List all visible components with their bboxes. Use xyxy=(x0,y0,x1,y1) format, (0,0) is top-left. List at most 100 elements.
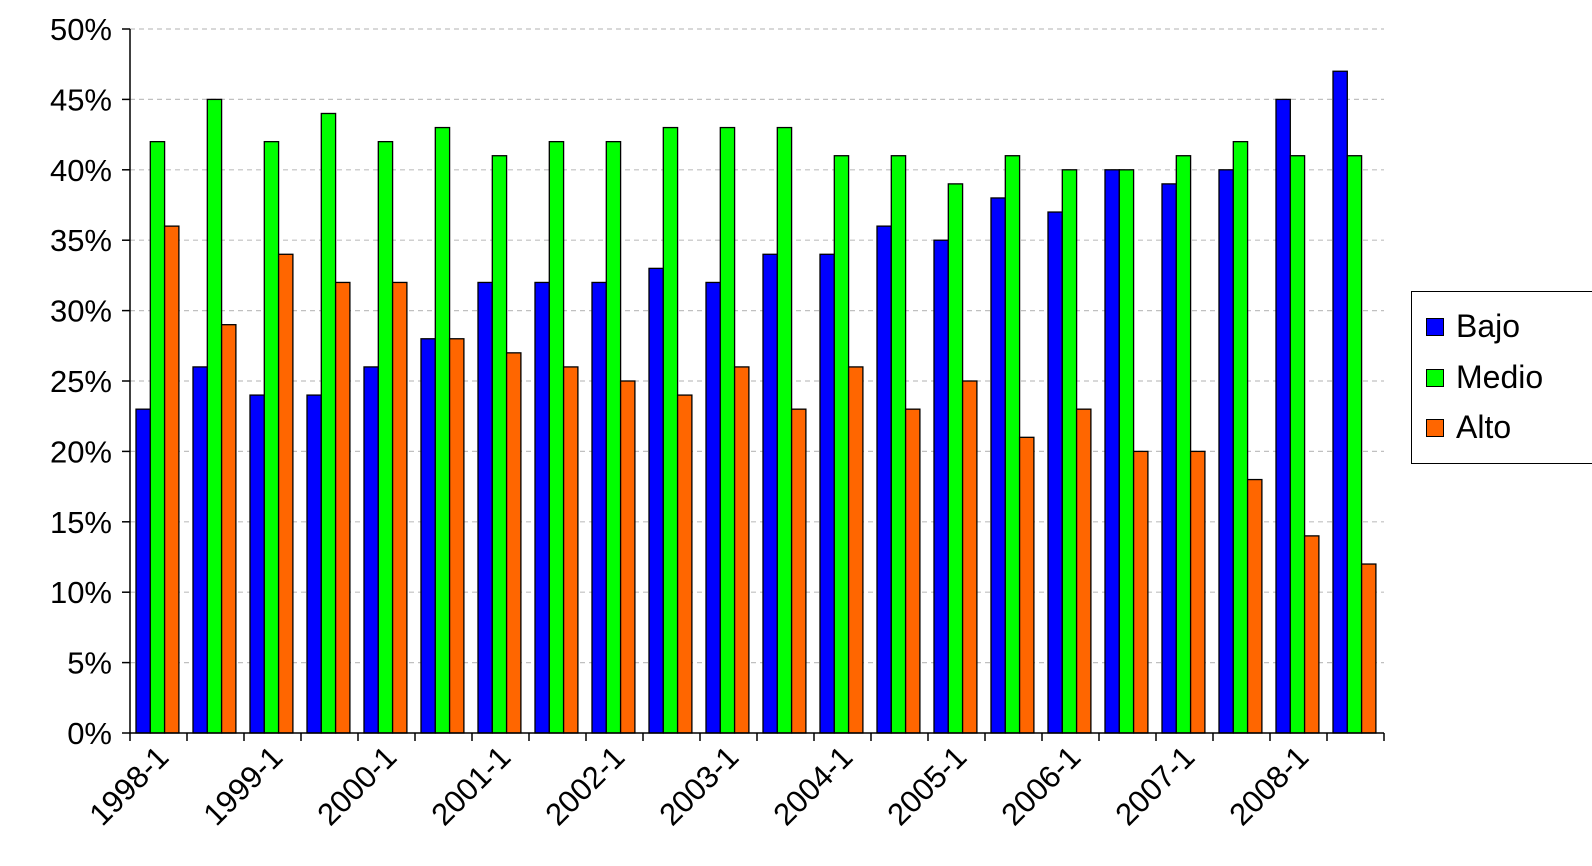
legend-item-alto: Alto xyxy=(1426,409,1511,446)
bar-alto-1998-1 xyxy=(163,225,180,734)
y-tick-label: 20% xyxy=(50,434,112,469)
bar-bajo-2008-2 xyxy=(1332,70,1348,734)
bar-medio-2002-2 xyxy=(662,126,679,734)
bar-alto-2008-2 xyxy=(1360,563,1377,734)
bar-medio-2008-2 xyxy=(1346,155,1363,734)
bar-bajo-2002-1 xyxy=(591,281,607,734)
bar-bajo-2005-1 xyxy=(933,239,949,734)
bar-bajo-2007-1 xyxy=(1161,183,1177,734)
bars xyxy=(135,70,1377,734)
bar-alto-2003-2 xyxy=(790,408,807,734)
x-tick-label: 2000-1 xyxy=(310,739,403,832)
bar-medio-2001-2 xyxy=(548,140,565,734)
x-tick-label: 2006-1 xyxy=(994,739,1087,832)
bar-medio-1998-2 xyxy=(206,98,223,734)
bar-bajo-2000-1 xyxy=(363,366,379,734)
bar-alto-2000-2 xyxy=(448,338,465,734)
y-tick-label: 15% xyxy=(50,505,112,540)
bar-medio-2005-1 xyxy=(947,183,964,734)
bar-medio-2000-1 xyxy=(377,140,394,734)
bar-alto-2003-1 xyxy=(733,366,750,734)
bar-bajo-1999-2 xyxy=(306,394,322,734)
bar-alto-2006-1 xyxy=(1075,408,1092,734)
legend-label-alto: Alto xyxy=(1456,409,1512,445)
legend-swatch-alto xyxy=(1426,418,1444,437)
y-tick-label: 40% xyxy=(50,153,112,188)
bar-medio-1999-2 xyxy=(320,112,337,734)
bar-medio-2001-1 xyxy=(491,155,508,734)
bar-medio-2006-1 xyxy=(1061,169,1078,734)
x-tick-label: 2002-1 xyxy=(538,739,631,832)
bar-bajo-2007-2 xyxy=(1218,169,1234,734)
bar-alto-1999-2 xyxy=(334,281,351,734)
bar-bajo-2003-2 xyxy=(762,253,778,734)
bar-bajo-2004-2 xyxy=(876,225,892,734)
bar-medio-2002-1 xyxy=(605,140,622,734)
x-tick-label: 2003-1 xyxy=(652,739,745,832)
bar-bajo-2001-1 xyxy=(477,281,493,734)
y-tick-label: 0% xyxy=(67,716,112,751)
y-tick-label: 5% xyxy=(67,646,112,681)
bar-alto-2005-1 xyxy=(961,380,978,734)
bar-medio-2007-1 xyxy=(1175,155,1192,734)
bar-alto-2004-2 xyxy=(904,408,921,734)
y-axis-tick-labels: 0% 5% 10% 15% 20% 25% 30% 35% 40% 45% 50% xyxy=(50,12,112,751)
x-axis-tick-labels: 1998-1 1999-1 2000-1 2001-1 2002-1 2003-1 2004… xyxy=(82,739,1315,832)
legend: Bajo Medio Alto xyxy=(1411,291,1592,464)
legend-item-bajo: Bajo xyxy=(1426,308,1520,345)
bar-alto-2006-2 xyxy=(1132,450,1149,734)
bar-alto-2001-1 xyxy=(505,352,522,734)
bar-medio-2006-2 xyxy=(1118,169,1135,734)
legend-label-medio: Medio xyxy=(1456,359,1544,395)
bar-medio-2005-2 xyxy=(1004,155,1021,734)
bar-bajo-2005-2 xyxy=(990,197,1006,734)
bar-alto-2002-1 xyxy=(619,380,636,734)
x-tick-label: 1999-1 xyxy=(196,739,289,832)
x-tick-label: 2005-1 xyxy=(880,739,973,832)
axes xyxy=(122,28,1385,741)
bar-bajo-2004-1 xyxy=(819,253,835,734)
y-tick-label: 45% xyxy=(50,82,112,117)
x-tick-label: 2007-1 xyxy=(1108,739,1201,832)
bar-bajo-2001-2 xyxy=(534,281,550,734)
bar-bajo-2006-2 xyxy=(1104,169,1120,734)
y-tick-label: 50% xyxy=(50,12,112,47)
bar-bajo-2003-1 xyxy=(705,281,721,734)
y-tick-label: 10% xyxy=(50,575,112,610)
bar-medio-2003-1 xyxy=(719,126,736,734)
bar-medio-2004-1 xyxy=(833,155,850,734)
bar-alto-2005-2 xyxy=(1018,436,1035,734)
bar-bajo-2006-1 xyxy=(1047,211,1063,734)
bar-bajo-2000-2 xyxy=(420,338,436,734)
legend-item-medio: Medio xyxy=(1426,359,1543,396)
bar-alto-2002-2 xyxy=(676,394,693,734)
bar-medio-2007-2 xyxy=(1232,140,1249,734)
bar-alto-2007-1 xyxy=(1189,450,1206,734)
bar-alto-2000-1 xyxy=(391,281,408,734)
bar-medio-2000-2 xyxy=(434,126,451,734)
bar-medio-1999-1 xyxy=(263,140,280,734)
bar-medio-1998-1 xyxy=(149,140,166,734)
bar-medio-2003-2 xyxy=(776,126,793,734)
bar-alto-2004-1 xyxy=(847,366,864,734)
bar-medio-2008-1 xyxy=(1289,155,1306,734)
bar-bajo-1998-1 xyxy=(135,408,151,734)
bar-alto-2001-2 xyxy=(562,366,579,734)
bar-bajo-2008-1 xyxy=(1275,98,1291,734)
legend-label-bajo: Bajo xyxy=(1456,308,1521,344)
bar-alto-2007-2 xyxy=(1246,478,1263,734)
y-tick-label: 30% xyxy=(50,294,112,329)
bar-bajo-1999-1 xyxy=(249,394,265,734)
y-tick-label: 25% xyxy=(50,364,112,399)
x-tick-label: 2008-1 xyxy=(1222,739,1315,832)
x-tick-label: 1998-1 xyxy=(82,739,175,832)
legend-swatch-bajo xyxy=(1426,317,1444,336)
y-tick-label: 35% xyxy=(50,223,112,258)
bar-medio-2004-2 xyxy=(890,155,907,734)
bar-bajo-1998-2 xyxy=(192,366,208,734)
x-tick-label: 2001-1 xyxy=(424,739,517,832)
bar-bajo-2002-2 xyxy=(648,267,664,734)
legend-swatch-medio xyxy=(1426,368,1444,387)
bar-alto-2008-1 xyxy=(1303,535,1320,734)
